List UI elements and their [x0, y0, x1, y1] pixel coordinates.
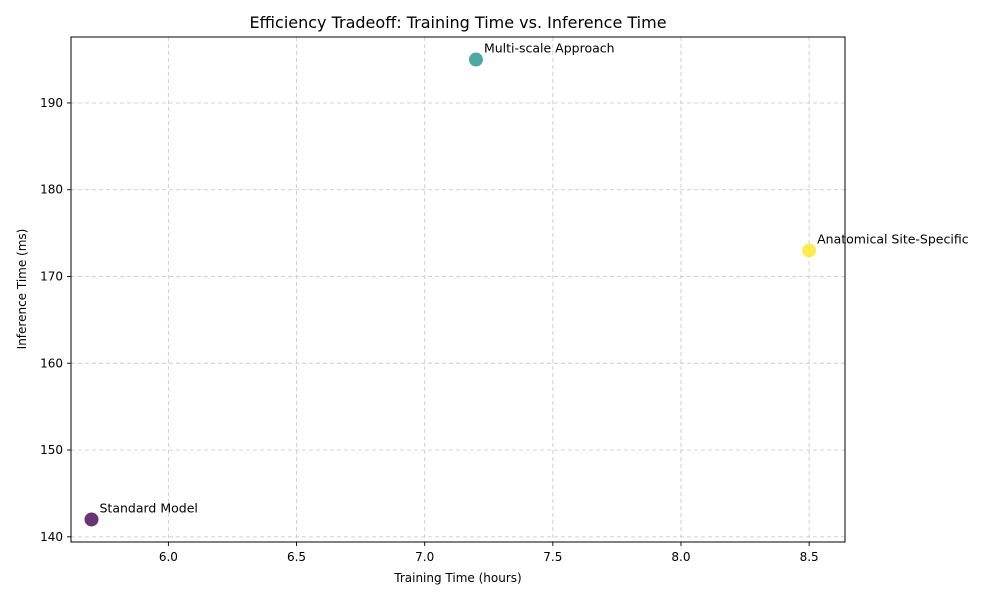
data-point	[84, 512, 99, 527]
y-tick-label: 190	[40, 96, 63, 110]
data-points: Standard Model Multi-scale Approach Anatom…	[84, 41, 969, 527]
x-tick-label: 6.5	[287, 550, 306, 564]
grid	[71, 37, 845, 542]
chart-title: Efficiency Tradeoff: Training Time vs. I…	[249, 13, 666, 32]
y-tick-label: 160	[40, 356, 63, 370]
x-tick-label: 6.0	[159, 550, 178, 564]
point-label: Standard Model	[100, 500, 198, 515]
plot-frame	[70, 36, 846, 543]
point-label: Anatomical Site-Specific	[817, 231, 969, 246]
y-tick-label: 180	[40, 183, 63, 197]
y-tick-label: 170	[40, 269, 63, 283]
data-point	[468, 52, 483, 67]
x-tick-label: 7.5	[543, 550, 562, 564]
x-tick-label: 8.5	[800, 550, 819, 564]
y-tick-label: 150	[40, 443, 63, 457]
x-tick-label: 7.0	[415, 550, 434, 564]
point-label: Multi-scale Approach	[484, 41, 615, 56]
x-tick-label: 8.0	[671, 550, 690, 564]
axis-ticks: 6.0 6.5 7.0 7.5 8.0 8.5 140 150 160 170 180 190	[40, 96, 819, 564]
y-tick-label: 140	[40, 530, 63, 544]
x-axis-label: Training Time (hours)	[393, 571, 521, 585]
data-point	[802, 243, 817, 258]
y-axis-label: Inference Time (ms)	[15, 229, 29, 350]
